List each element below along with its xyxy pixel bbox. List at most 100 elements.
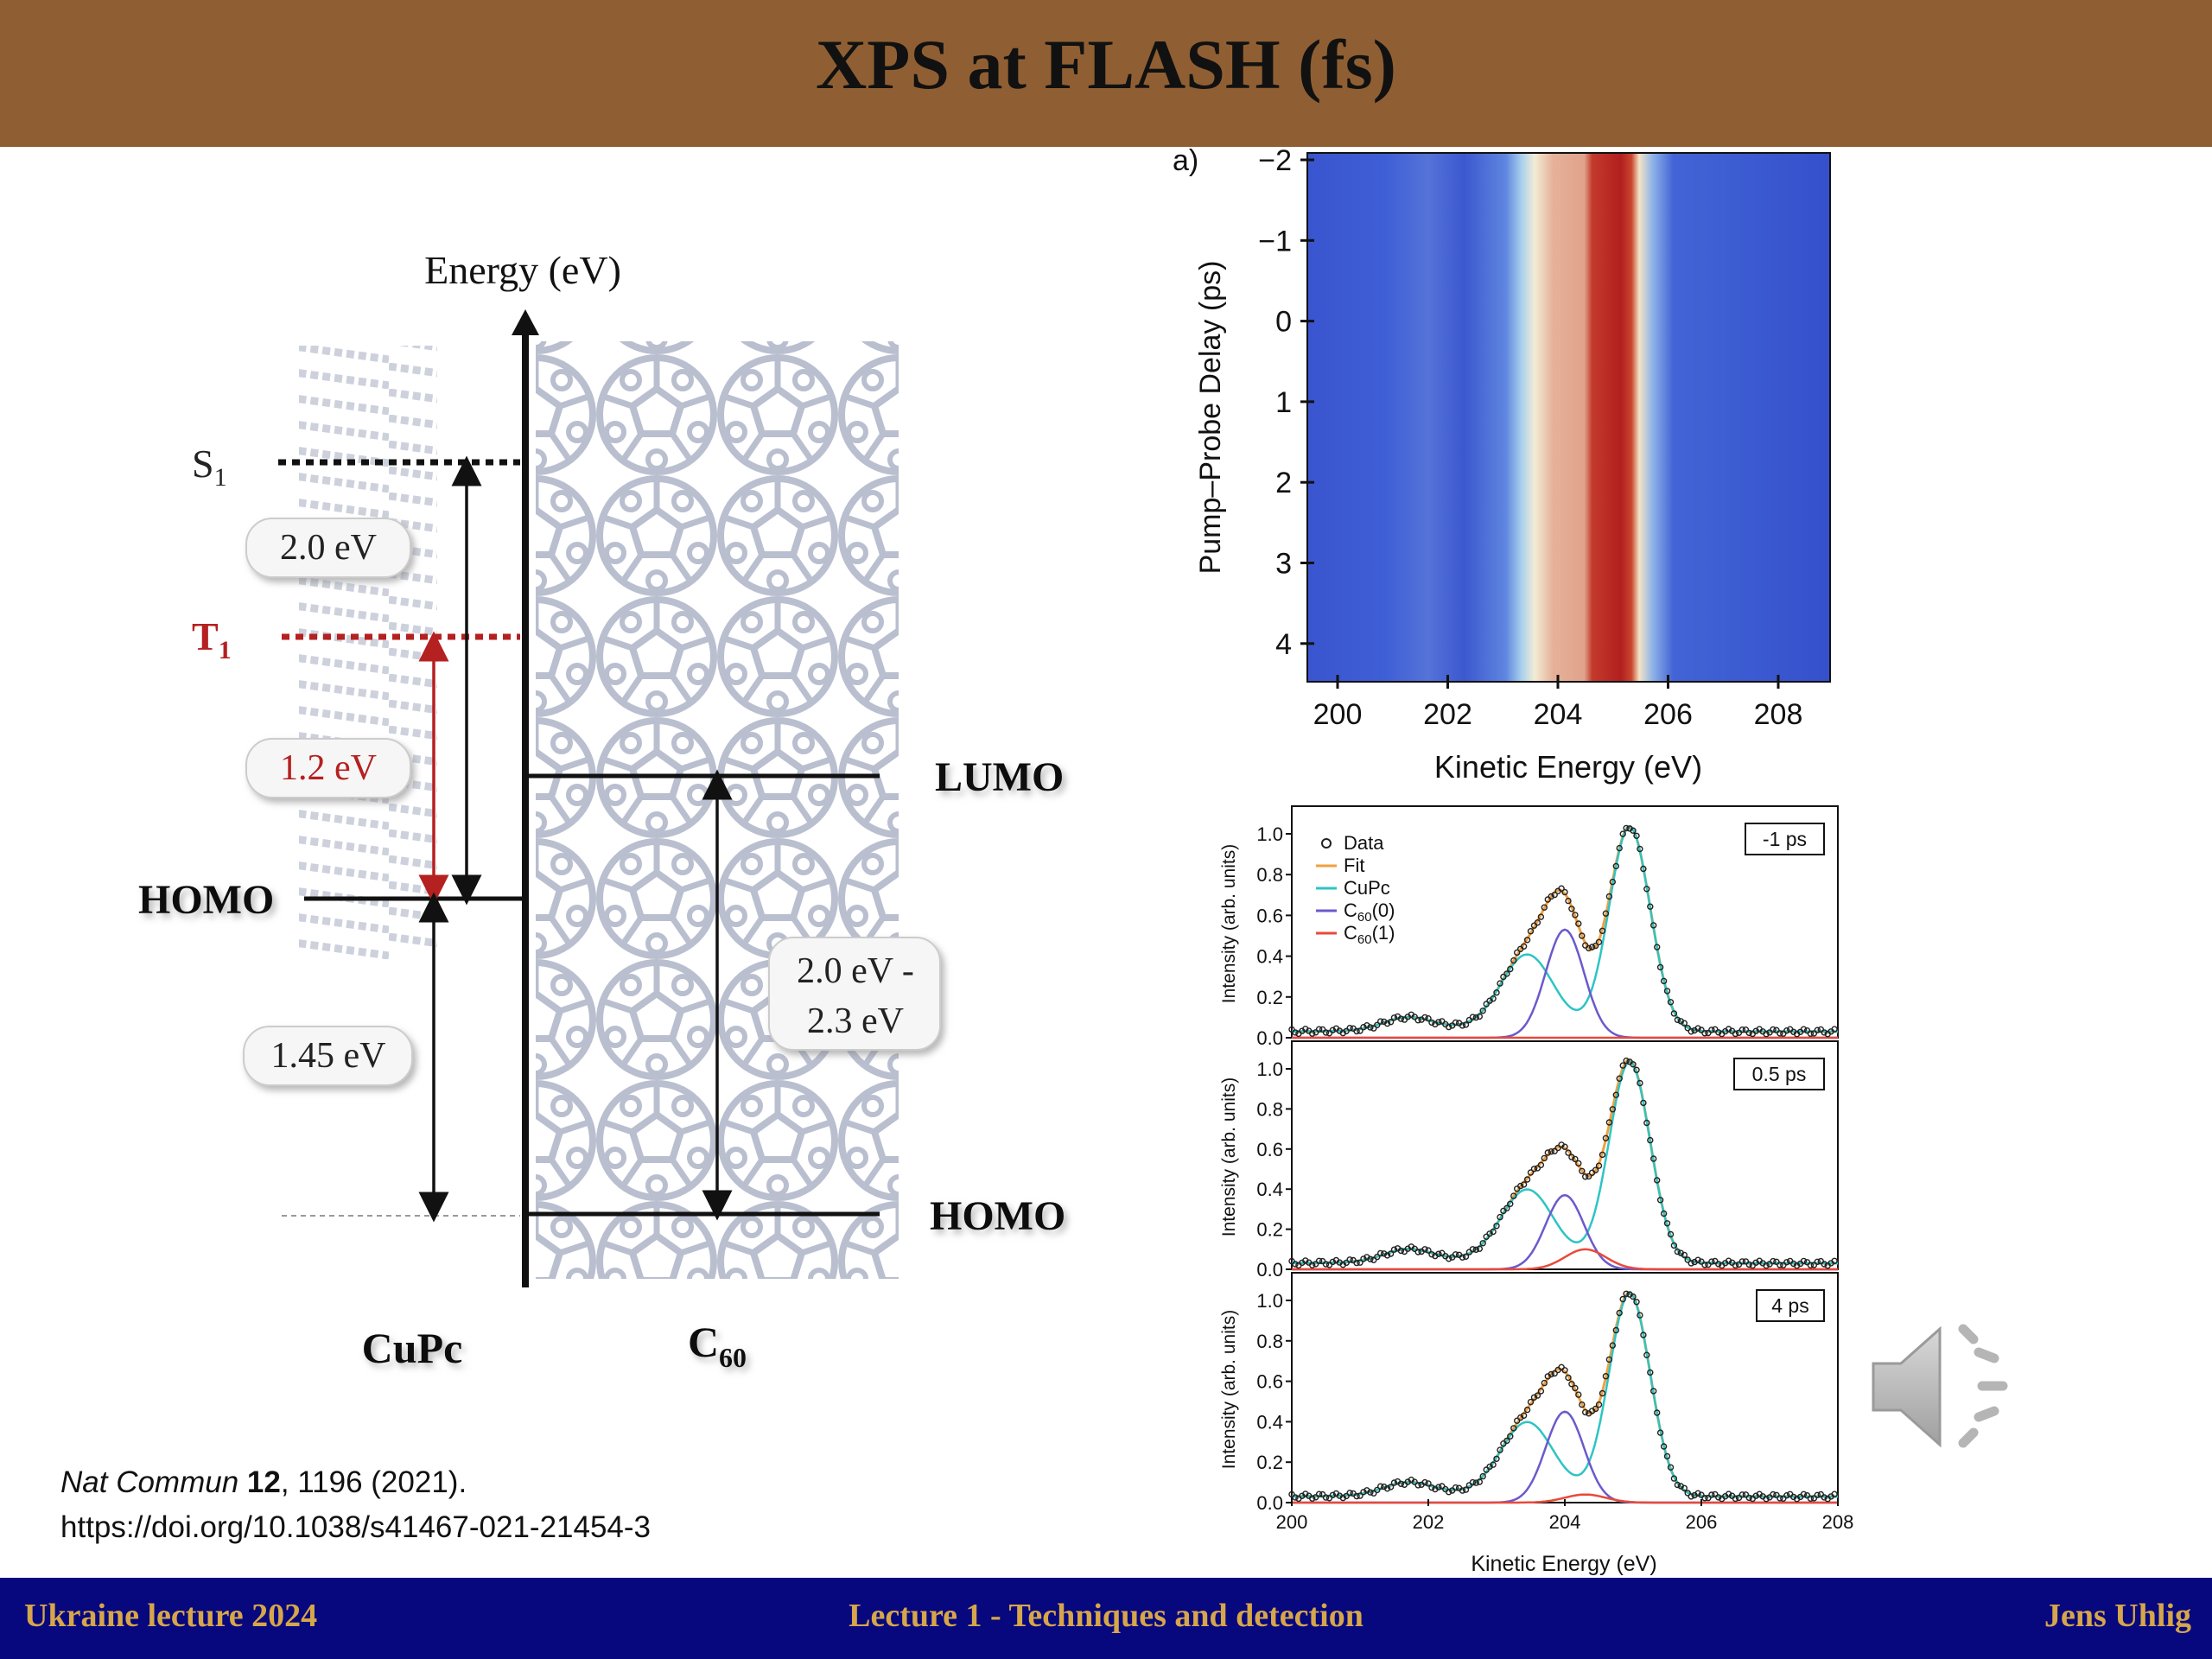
c60-label: C60 xyxy=(688,1318,747,1373)
citation: Nat Commun 12, 1196 (2021). https://doi.… xyxy=(60,1460,651,1550)
spectrum-delay-label: 0.5 ps xyxy=(1752,1063,1807,1085)
slide-title: XPS at FLASH (fs) xyxy=(816,25,1396,104)
spectrum-y-tick-label: 0.6 xyxy=(1256,1371,1283,1393)
svg-text:2.3 eV: 2.3 eV xyxy=(807,1001,904,1041)
heatmap-y-tick-label: 1 xyxy=(1275,386,1292,419)
heatmap-y-tick-label: 3 xyxy=(1275,548,1292,581)
footer-left: Ukraine lecture 2024 xyxy=(24,1598,318,1634)
energy-axis-arrowhead xyxy=(512,309,539,335)
c60-homo-label: HOMO xyxy=(930,1193,1065,1239)
svg-text:1.2 eV: 1.2 eV xyxy=(280,748,377,788)
heatmap-y-axis-label: Pump–Probe Delay (ps) xyxy=(1194,261,1227,575)
spectrum-y-tick-label: 1.0 xyxy=(1256,1058,1283,1080)
spectrum-x-tick-label: 204 xyxy=(1549,1511,1581,1533)
homo-offset-box: 1.45 eV xyxy=(243,1026,413,1086)
heatmap-x-tick-label: 200 xyxy=(1313,698,1363,731)
spectrum-panel: 0.0 0.2 0.4 0.6 0.8 1.0 Intensity (arb. units)… xyxy=(1219,1040,1839,1281)
spectrum-legend-label: C60(0) xyxy=(1344,899,1395,925)
spectrum-y-axis-label: Intensity (arb. units) xyxy=(1219,1077,1239,1236)
heatmap-y-tick-label: 2 xyxy=(1275,467,1292,499)
spectrum-y-axis-label: Intensity (arb. units) xyxy=(1219,1310,1239,1469)
spectrum-y-axis-label: Intensity (arb. units) xyxy=(1219,844,1239,1003)
citation-doi[interactable]: https://doi.org/10.1038/s41467-021-21454… xyxy=(60,1510,652,1544)
heatmap-y-tick-label: 4 xyxy=(1275,628,1292,661)
footer-bar xyxy=(0,1578,2212,1659)
spectrum-legend-label: CuPc xyxy=(1344,877,1390,899)
spectrum-cupc-curve xyxy=(1292,1292,1838,1498)
spectrum-x-tick-label: 200 xyxy=(1276,1511,1308,1533)
spectrum-panel-frame xyxy=(1291,1040,1839,1270)
energy-axis-label: Energy (eV) xyxy=(424,248,621,292)
spectrum-y-tick-label: 0.0 xyxy=(1256,1492,1283,1514)
spectra-x-axis-label: Kinetic Energy (eV) xyxy=(1471,1552,1656,1576)
spectrum-y-tick-label: 0.2 xyxy=(1256,1452,1283,1473)
spectrum-y-tick-label: 0.6 xyxy=(1256,905,1283,926)
spectrum-y-tick-label: 0.4 xyxy=(1256,1179,1283,1200)
cupc-label: CuPc xyxy=(362,1324,463,1372)
spectrum-x-tick-label: 206 xyxy=(1686,1511,1718,1533)
spectrum-y-tick-label: 1.0 xyxy=(1256,1290,1283,1312)
heatmap-panel-label: a) xyxy=(1173,144,1198,177)
spectrum-y-tick-label: 0.2 xyxy=(1256,987,1283,1008)
spectrum-legend-label: Data xyxy=(1344,832,1384,854)
spectra-figure: 0.0 0.2 0.4 0.6 0.8 1.0 Intensity (arb. units)… xyxy=(1219,805,1854,1576)
heatmap-y-tick-label: 0 xyxy=(1275,306,1292,339)
c60-lumo-label: LUMO xyxy=(935,754,1064,800)
spectrum-delay-box xyxy=(1733,1058,1825,1090)
heatmap-y-tick-label: −1 xyxy=(1258,225,1292,257)
spectrum-c60-1-curve xyxy=(1292,1248,1838,1271)
t1-label: T1 xyxy=(192,614,232,664)
spectrum-data-points xyxy=(1288,1290,1838,1503)
spectrum-panel: 0.0 0.2 0.4 0.6 0.8 1.0 Intensity (arb. units)… xyxy=(1219,1272,1839,1514)
energy-level-diagram: Energy (eV) S1 T1 HOMO LUMO HOMO 2.0 eV … xyxy=(138,248,1065,1373)
spectrum-c60-1-curve xyxy=(1292,1493,1838,1504)
heatmap-image xyxy=(1306,152,1831,683)
s1-label: S1 xyxy=(192,442,227,492)
spectrum-y-tick-label: 0.8 xyxy=(1256,864,1283,886)
svg-text:2.0 eV: 2.0 eV xyxy=(280,528,377,568)
svg-text:1.45 eV: 1.45 eV xyxy=(271,1036,386,1076)
heatmap-x-tick-label: 208 xyxy=(1754,698,1803,731)
spectrum-c60-0-curve xyxy=(1292,928,1838,1039)
spectrum-y-tick-label: 0.4 xyxy=(1256,1411,1283,1433)
citation-volume: 12 xyxy=(246,1465,281,1499)
spectrum-legend-label: C60(1) xyxy=(1344,922,1395,947)
footer-center: Lecture 1 - Techniques and detection xyxy=(849,1598,1363,1634)
spectrum-data-points xyxy=(1288,1057,1838,1269)
speaker-icon[interactable] xyxy=(1866,1313,2022,1460)
spectrum-y-tick-label: 0.4 xyxy=(1256,946,1283,968)
spectrum-y-tick-label: 0.6 xyxy=(1256,1139,1283,1160)
citation-journal: Nat Commun xyxy=(60,1465,239,1499)
spectrum-panel: 0.0 0.2 0.4 0.6 0.8 1.0 Intensity (arb. units)… xyxy=(1219,805,1839,1049)
heatmap-x-tick-label: 202 xyxy=(1423,698,1472,731)
spectrum-y-tick-label: 1.0 xyxy=(1256,823,1283,845)
t1-gap-box: 1.2 eV xyxy=(245,738,411,798)
heatmap-x-tick-label: 204 xyxy=(1534,698,1583,731)
spectrum-y-tick-label: 0.8 xyxy=(1256,1331,1283,1352)
spectrum-cupc-curve xyxy=(1292,1060,1838,1265)
spectrum-y-tick-label: 0.0 xyxy=(1256,1259,1283,1281)
heatmap-y-tick-label: −2 xyxy=(1258,144,1292,177)
svg-text:2.0 eV -: 2.0 eV - xyxy=(797,951,914,991)
footer-right: Jens Uhlig xyxy=(2044,1598,2191,1634)
cupc-molecular-stack xyxy=(299,346,437,959)
spectrum-delay-box xyxy=(1756,1289,1825,1322)
spectrum-y-tick-label: 0.2 xyxy=(1256,1219,1283,1241)
heatmap-x-tick-label: 206 xyxy=(1643,698,1693,731)
spectrum-data-points xyxy=(1288,824,1838,1038)
spectrum-delay-box xyxy=(1745,823,1825,855)
spectrum-x-tick-label: 208 xyxy=(1822,1511,1854,1533)
heatmap-figure: a) −2 −1 0 1 2 3 4 200 202 204 206 208 Pump–Probe … xyxy=(1173,144,1831,785)
spectrum-c60-0-curve xyxy=(1292,1410,1838,1504)
spectrum-y-tick-label: 0.8 xyxy=(1256,1098,1283,1120)
c60-gap-box: 2.0 eV - 2.3 eV xyxy=(768,937,941,1051)
cupc-homo-label: HOMO xyxy=(138,877,274,923)
spectrum-x-tick-label: 202 xyxy=(1413,1511,1445,1533)
spectrum-legend-label: Fit xyxy=(1344,855,1364,876)
spectrum-y-tick-label: 0.0 xyxy=(1256,1027,1283,1049)
heatmap-x-axis-label: Kinetic Energy (eV) xyxy=(1434,749,1702,785)
spectrum-delay-label: 4 ps xyxy=(1771,1294,1808,1317)
s1-gap-box: 2.0 eV xyxy=(245,518,411,578)
title-bar xyxy=(0,0,2212,147)
